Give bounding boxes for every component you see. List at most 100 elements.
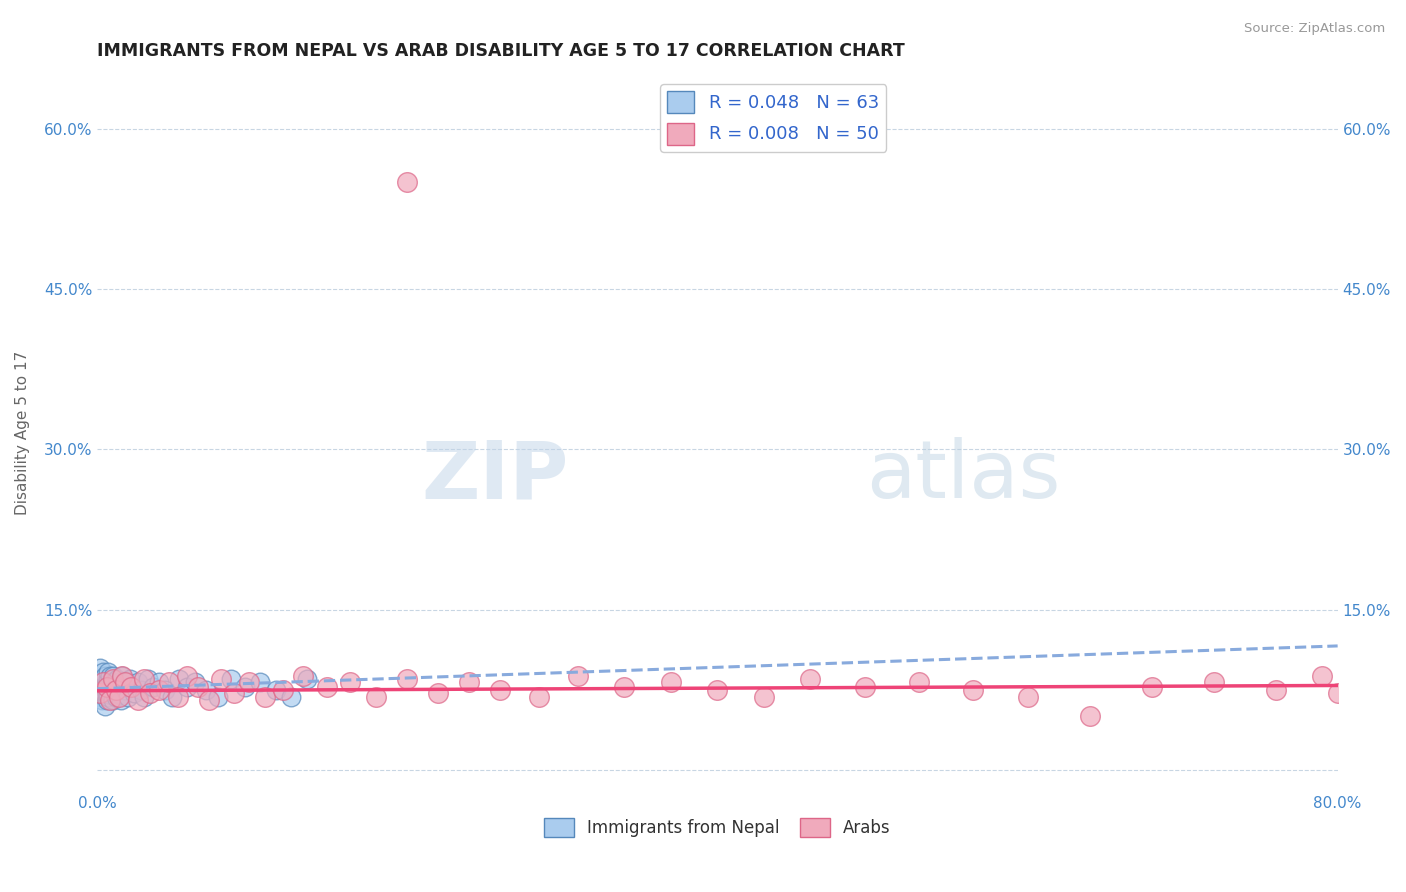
Point bbox=[1017, 690, 1039, 705]
Text: ZIP: ZIP bbox=[422, 437, 568, 516]
Point bbox=[1310, 669, 1333, 683]
Point bbox=[157, 675, 180, 690]
Point bbox=[1078, 709, 1101, 723]
Point bbox=[90, 693, 112, 707]
Point bbox=[120, 680, 142, 694]
Point bbox=[96, 693, 118, 707]
Point bbox=[1140, 680, 1163, 694]
Point bbox=[115, 675, 138, 690]
Point bbox=[118, 672, 141, 686]
Point bbox=[110, 693, 132, 707]
Point bbox=[209, 672, 232, 686]
Text: IMMIGRANTS FROM NEPAL VS ARAB DISABILITY AGE 5 TO 17 CORRELATION CHART: IMMIGRANTS FROM NEPAL VS ARAB DISABILITY… bbox=[97, 42, 905, 60]
Point bbox=[271, 682, 294, 697]
Point bbox=[527, 690, 550, 705]
Point bbox=[104, 680, 127, 694]
Point bbox=[132, 690, 155, 705]
Point bbox=[90, 672, 112, 686]
Point bbox=[366, 690, 388, 705]
Point bbox=[107, 672, 129, 686]
Point bbox=[613, 680, 636, 694]
Point bbox=[194, 682, 217, 697]
Point bbox=[752, 690, 775, 705]
Point bbox=[101, 693, 124, 707]
Point bbox=[94, 688, 117, 702]
Point bbox=[111, 669, 134, 683]
Point bbox=[94, 669, 117, 683]
Point bbox=[87, 690, 110, 705]
Point bbox=[117, 690, 139, 705]
Point bbox=[93, 675, 115, 690]
Point bbox=[184, 675, 207, 690]
Point bbox=[98, 682, 121, 697]
Point bbox=[114, 682, 136, 697]
Point bbox=[112, 677, 135, 691]
Point bbox=[101, 672, 124, 686]
Point bbox=[315, 680, 337, 694]
Point bbox=[295, 672, 318, 686]
Point bbox=[96, 680, 118, 694]
Point bbox=[249, 675, 271, 690]
Point bbox=[458, 675, 481, 690]
Point bbox=[238, 675, 260, 690]
Point bbox=[96, 686, 118, 700]
Point bbox=[101, 669, 124, 683]
Point bbox=[706, 682, 728, 697]
Point bbox=[129, 682, 152, 697]
Point bbox=[280, 690, 302, 705]
Point bbox=[176, 680, 198, 694]
Y-axis label: Disability Age 5 to 17: Disability Age 5 to 17 bbox=[15, 351, 30, 516]
Point bbox=[90, 677, 112, 691]
Point bbox=[98, 693, 121, 707]
Point bbox=[89, 686, 111, 700]
Point bbox=[100, 688, 122, 702]
Point bbox=[97, 690, 120, 705]
Point bbox=[264, 682, 287, 697]
Point bbox=[93, 675, 115, 690]
Point bbox=[100, 680, 122, 694]
Point bbox=[222, 686, 245, 700]
Point bbox=[489, 682, 512, 697]
Point bbox=[176, 669, 198, 683]
Point bbox=[89, 686, 111, 700]
Point bbox=[198, 693, 221, 707]
Point bbox=[132, 672, 155, 686]
Point bbox=[107, 682, 129, 697]
Point bbox=[148, 675, 170, 690]
Point bbox=[160, 690, 183, 705]
Point bbox=[110, 688, 132, 702]
Point bbox=[127, 693, 149, 707]
Point bbox=[138, 672, 160, 686]
Point bbox=[98, 669, 121, 683]
Point bbox=[1264, 682, 1286, 697]
Point bbox=[104, 690, 127, 705]
Text: atlas: atlas bbox=[866, 437, 1060, 516]
Point bbox=[396, 672, 419, 686]
Point bbox=[139, 686, 162, 700]
Point bbox=[567, 669, 589, 683]
Point bbox=[108, 675, 131, 690]
Legend: Immigrants from Nepal, Arabs: Immigrants from Nepal, Arabs bbox=[537, 811, 897, 844]
Point bbox=[89, 661, 111, 675]
Point bbox=[103, 686, 125, 700]
Point bbox=[187, 680, 209, 694]
Point bbox=[108, 690, 131, 705]
Point bbox=[1202, 675, 1225, 690]
Point bbox=[799, 672, 821, 686]
Point bbox=[93, 665, 115, 679]
Point bbox=[962, 682, 984, 697]
Point bbox=[169, 672, 191, 686]
Text: Source: ZipAtlas.com: Source: ZipAtlas.com bbox=[1244, 22, 1385, 36]
Point bbox=[396, 175, 419, 189]
Point bbox=[1326, 686, 1348, 700]
Point bbox=[253, 690, 276, 705]
Point bbox=[104, 682, 127, 697]
Point bbox=[155, 682, 177, 697]
Point bbox=[292, 669, 315, 683]
Point bbox=[94, 698, 117, 713]
Point bbox=[98, 675, 121, 690]
Point bbox=[127, 675, 149, 690]
Point bbox=[148, 682, 170, 697]
Point bbox=[659, 675, 682, 690]
Point bbox=[219, 672, 242, 686]
